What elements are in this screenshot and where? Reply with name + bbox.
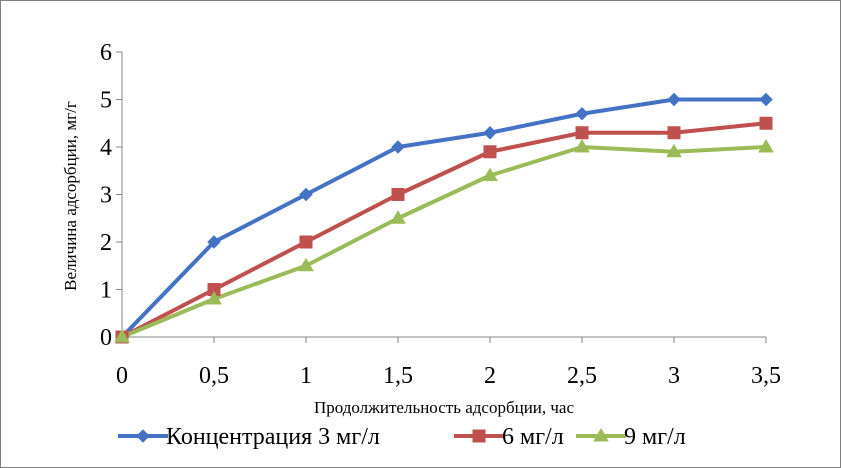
x-tick-label: 2,5 bbox=[567, 363, 597, 389]
y-axis-title: Величина адсорбции, мг/г bbox=[61, 101, 80, 291]
x-tick-label: 1,5 bbox=[383, 363, 413, 389]
y-tick-label: 2 bbox=[100, 230, 112, 256]
y-tick-label: 5 bbox=[100, 88, 112, 114]
data-point-series-3 bbox=[390, 210, 406, 224]
legend-marker-2 bbox=[472, 429, 486, 443]
legend-label-1: Концентрация 3 мг/л bbox=[166, 424, 380, 450]
data-point-series-2 bbox=[391, 188, 405, 201]
data-point-series-1 bbox=[207, 235, 221, 249]
x-tick-label: 3,5 bbox=[751, 363, 781, 389]
legend: Концентрация 3 мг/л 6 мг/л 9 мг/л bbox=[118, 424, 686, 450]
legend-label-3: 9 мг/л bbox=[624, 424, 686, 450]
data-point-series-3 bbox=[482, 167, 498, 181]
data-point-series-3 bbox=[666, 143, 682, 158]
y-tick-label: 4 bbox=[100, 135, 112, 161]
legend-marker-3 bbox=[593, 428, 609, 442]
series-line-1 bbox=[120, 97, 766, 339]
legend-marker-1 bbox=[136, 429, 150, 443]
data-point-series-2 bbox=[483, 145, 497, 159]
data-point-series-1 bbox=[299, 187, 313, 202]
series-lines bbox=[120, 97, 767, 339]
data-point-series-2 bbox=[759, 116, 773, 130]
data-point-series-3 bbox=[206, 291, 222, 305]
x-tick-label: 2 bbox=[484, 363, 496, 389]
data-point-series-3 bbox=[298, 257, 314, 272]
x-tick-label: 3 bbox=[668, 363, 680, 389]
y-ticks: 0 1 2 3 4 5 6 bbox=[100, 40, 122, 351]
x-ticks: 0 0,5 1 1,5 2 2,5 3 3,5 bbox=[116, 337, 781, 389]
data-point-series-1 bbox=[759, 92, 773, 107]
series-line-3 bbox=[121, 145, 767, 339]
y-tick-label: 3 bbox=[100, 183, 112, 209]
data-point-series-2 bbox=[667, 126, 681, 140]
data-point-series-3 bbox=[758, 139, 774, 153]
series-line-2 bbox=[121, 121, 767, 339]
data-point-series-3 bbox=[114, 329, 130, 343]
series-markers bbox=[114, 92, 774, 344]
legend-label-2: 6 мг/л bbox=[502, 424, 564, 450]
data-point-series-1 bbox=[667, 92, 681, 107]
data-point-series-2 bbox=[299, 235, 313, 249]
data-point-series-1 bbox=[575, 107, 589, 121]
data-point-series-1 bbox=[483, 126, 497, 140]
y-tick-label: 0 bbox=[100, 325, 112, 351]
x-tick-label: 0,5 bbox=[199, 363, 229, 389]
x-axis-title: Продолжительность адсорбции, час bbox=[314, 398, 575, 417]
x-tick-label: 1 bbox=[300, 363, 312, 389]
x-tick-label: 0 bbox=[116, 363, 128, 389]
data-point-series-3 bbox=[574, 139, 590, 153]
data-point-series-1 bbox=[391, 140, 405, 154]
y-tick-label: 1 bbox=[100, 278, 112, 304]
y-tick-label: 6 bbox=[100, 40, 112, 66]
data-point-series-2 bbox=[575, 126, 589, 140]
